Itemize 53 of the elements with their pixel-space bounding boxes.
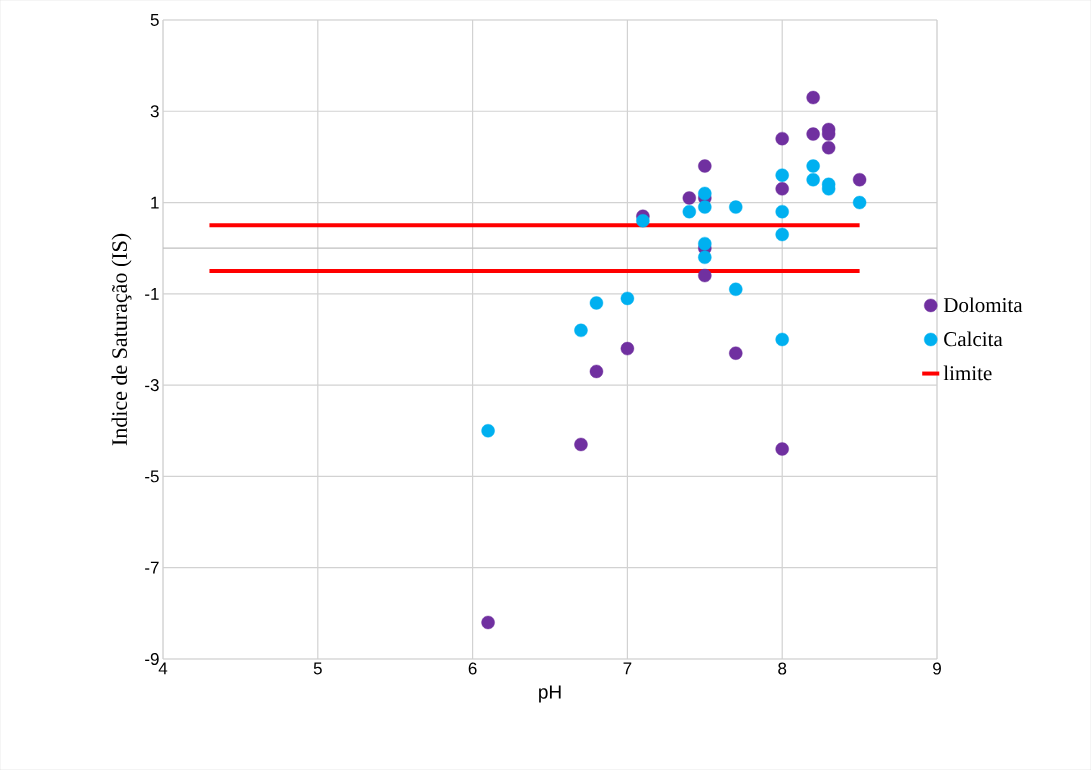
point xyxy=(806,127,820,141)
point xyxy=(806,159,820,173)
point xyxy=(698,268,712,283)
point xyxy=(775,204,789,219)
legend-label: Dolomita xyxy=(943,297,1023,313)
point xyxy=(636,214,650,228)
legend-label: Calcita xyxy=(944,331,1003,347)
point xyxy=(682,191,697,205)
point xyxy=(775,168,789,182)
x-tick-label: 9 xyxy=(933,662,941,675)
point xyxy=(682,204,697,219)
y-tick-label: -7 xyxy=(145,561,159,574)
point xyxy=(775,442,789,456)
x-tick-label: 6 xyxy=(468,662,477,675)
y-tick-label: -3 xyxy=(145,379,159,392)
y-tick-label: -9 xyxy=(145,652,159,666)
point xyxy=(775,182,789,196)
point xyxy=(574,437,588,452)
x-tick-label: 4 xyxy=(158,662,168,675)
point xyxy=(729,346,743,360)
legend-label: limite xyxy=(943,365,992,381)
y-tick-label: -1 xyxy=(145,287,159,300)
y-tick-label: 1 xyxy=(151,196,159,209)
point xyxy=(481,615,495,630)
point xyxy=(574,323,588,338)
point xyxy=(775,227,789,242)
y-tick-label: 5 xyxy=(150,14,159,26)
x-tick-label: 7 xyxy=(623,662,632,675)
y-axis-title: Indice de Saturação (IS) xyxy=(111,233,132,446)
point xyxy=(481,424,495,438)
point xyxy=(729,282,743,296)
point xyxy=(698,250,712,265)
point xyxy=(698,236,712,251)
point xyxy=(698,186,712,201)
point xyxy=(589,296,604,310)
x-axis-title: pH xyxy=(539,685,561,703)
point xyxy=(698,159,712,173)
point xyxy=(775,131,789,146)
point xyxy=(821,141,836,155)
point xyxy=(852,195,867,210)
y-tick-label: -5 xyxy=(145,470,159,483)
point xyxy=(775,332,789,347)
point xyxy=(852,173,867,187)
x-tick-label: 5 xyxy=(313,662,322,675)
point xyxy=(589,364,604,379)
point xyxy=(806,90,820,105)
point xyxy=(806,173,820,187)
x-tick-label: 8 xyxy=(778,662,787,675)
point xyxy=(620,291,635,306)
point xyxy=(698,200,712,214)
point xyxy=(620,341,635,356)
y-tick-label: 3 xyxy=(150,105,159,118)
point xyxy=(729,200,743,214)
